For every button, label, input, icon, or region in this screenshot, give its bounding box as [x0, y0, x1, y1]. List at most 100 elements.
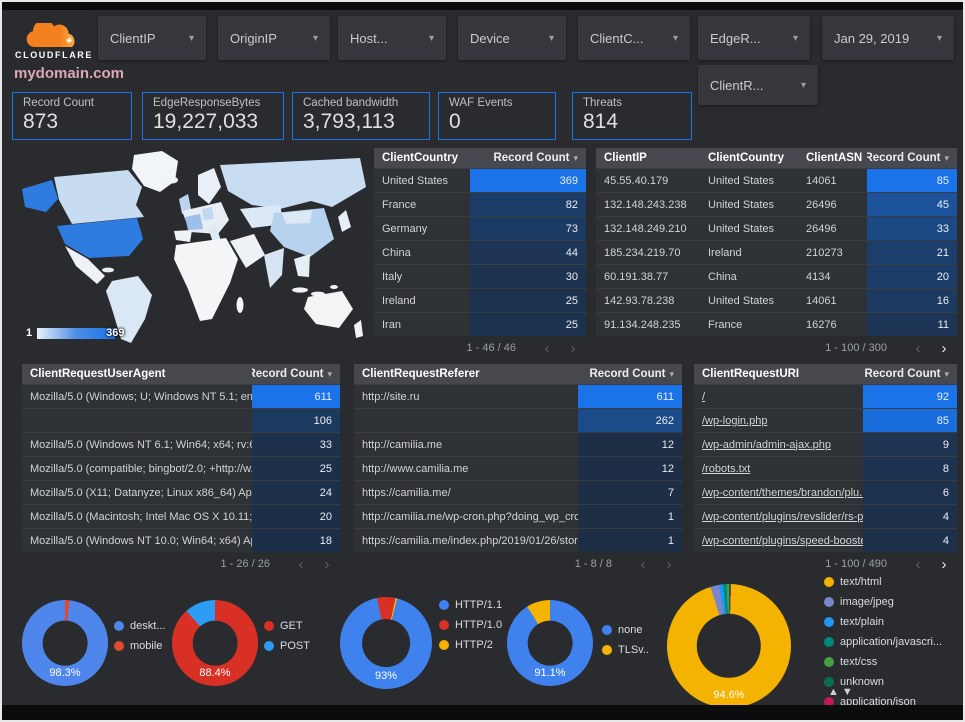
table-row[interactable]: http://www.camilia.me 12: [354, 456, 682, 480]
table-row[interactable]: Mozilla/5.0 (Windows; U; Windows NT 5.1;…: [22, 384, 340, 408]
column-header[interactable]: Record Count ▾: [867, 152, 949, 164]
page-next-button[interactable]: ›: [941, 339, 947, 357]
column-header[interactable]: Record Count ▾: [864, 368, 949, 380]
column-header[interactable]: Record Count ▾: [493, 152, 578, 164]
uri-link[interactable]: /wp-content/themes/brandon/plu...: [702, 486, 863, 499]
legend-item[interactable]: application/javascri...: [824, 636, 960, 649]
column-header[interactable]: ClientRequestUserAgent: [30, 368, 166, 380]
table-row[interactable]: /wp-admin/admin-ajax.php 9: [694, 432, 957, 456]
legend-page-down-icon[interactable]: ▼: [841, 686, 856, 698]
table-row[interactable]: /wp-content/themes/brandon/plu... 6: [694, 480, 957, 504]
table-row[interactable]: 132.148.249.210 United States 26496 33: [596, 216, 957, 240]
page-next-button[interactable]: ›: [324, 555, 330, 573]
filter-clientip[interactable]: ClientIP ▾: [98, 16, 206, 60]
table-row[interactable]: /robots.txt 8: [694, 456, 957, 480]
column-header[interactable]: Record Count ▾: [589, 368, 674, 380]
page-next-button[interactable]: ›: [666, 555, 672, 573]
table-row[interactable]: China 44: [374, 240, 586, 264]
table-row[interactable]: United States 369: [374, 168, 586, 192]
legend-item[interactable]: HTTP/1.1: [439, 599, 502, 612]
page-next-button[interactable]: ›: [570, 339, 576, 357]
legend-item[interactable]: text/html: [824, 576, 960, 589]
table-row[interactable]: Ireland 25: [374, 288, 586, 312]
table-row[interactable]: / 92: [694, 384, 957, 408]
filter-clientrequest[interactable]: ClientR... ▾: [698, 65, 818, 105]
table-row[interactable]: 185.234.219.70 Ireland 210273 21: [596, 240, 957, 264]
legend-item[interactable]: POST: [264, 640, 320, 653]
table-row[interactable]: 106: [22, 408, 340, 432]
http-protocol-donut[interactable]: 93%: [340, 597, 432, 689]
legend-color-dot: [114, 641, 124, 651]
legend-item[interactable]: text/css: [824, 656, 960, 669]
legend-label: unknown: [840, 676, 885, 688]
table-row[interactable]: Mozilla/5.0 (Macintosh; Intel Mac OS X 1…: [22, 504, 340, 528]
table-row[interactable]: /wp-content/plugins/speed-booste... 4: [694, 528, 957, 552]
legend-item[interactable]: HTTP/1.0: [439, 619, 502, 632]
uri-link[interactable]: /wp-content/plugins/speed-booste...: [702, 534, 863, 547]
filter-edgeresponse[interactable]: EdgeR... ▾: [698, 16, 810, 60]
table-row[interactable]: Mozilla/5.0 (X11; Datanyze; Linux x86_64…: [22, 480, 340, 504]
table-row[interactable]: Mozilla/5.0 (Windows NT 10.0; Win64; x64…: [22, 528, 340, 552]
column-header[interactable]: ClientCountry: [708, 152, 785, 164]
legend-item[interactable]: deskt...: [114, 620, 176, 633]
uri-link[interactable]: /robots.txt: [702, 462, 751, 475]
page-prev-button[interactable]: ‹: [915, 339, 921, 357]
legend-item[interactable]: unknown: [824, 676, 960, 689]
uri-link[interactable]: /wp-content/plugins/revslider/rs-p...: [702, 510, 863, 523]
page-prev-button[interactable]: ‹: [640, 555, 646, 573]
page-prev-button[interactable]: ‹: [915, 555, 921, 573]
table-row[interactable]: http://site.ru 611: [354, 384, 682, 408]
table-row[interactable]: 142.93.78.238 United States 14061 16: [596, 288, 957, 312]
table-row[interactable]: 91.134.248.235 France 16276 11: [596, 312, 957, 336]
date-range-picker[interactable]: Jan 29, 2019 ▾: [822, 16, 954, 60]
filter-originip[interactable]: OriginIP ▾: [218, 16, 330, 60]
table-row[interactable]: Mozilla/5.0 (compatible; bingbot/2.0; +h…: [22, 456, 340, 480]
uri-link[interactable]: /wp-admin/admin-ajax.php: [702, 438, 832, 451]
table-row[interactable]: /wp-content/plugins/revslider/rs-p... 4: [694, 504, 957, 528]
table-row[interactable]: http://camilia.me/wp-cron.php?doing_wp_c…: [354, 504, 682, 528]
column-header[interactable]: ClientRequestURI: [702, 368, 800, 380]
table-row[interactable]: https://camilia.me/7: [354, 480, 682, 504]
table-row[interactable]: https://camilia.me/index.php/2019/01/26/…: [354, 528, 682, 552]
table-row[interactable]: http://camilia.me 12: [354, 432, 682, 456]
filter-host[interactable]: Host... ▾: [338, 16, 446, 60]
record-count-cell: 25: [470, 289, 586, 312]
table-row[interactable]: Germany 73: [374, 216, 586, 240]
tls-version-donut[interactable]: 91.1%: [507, 600, 593, 686]
legend-page-up-icon[interactable]: ▲: [828, 686, 842, 698]
legend-pager[interactable]: ▲▼: [828, 686, 856, 698]
table-row[interactable]: 262: [354, 408, 682, 432]
page-prev-button[interactable]: ‹: [544, 339, 550, 357]
table-row[interactable]: France 82: [374, 192, 586, 216]
column-header[interactable]: ClientRequestReferer: [362, 368, 480, 380]
legend-item[interactable]: GET: [264, 620, 320, 633]
table-row[interactable]: 60.191.38.77 China 4134 20: [596, 264, 957, 288]
column-header[interactable]: Record Count ▾: [252, 368, 332, 380]
geo-map[interactable]: 1 369: [12, 147, 370, 347]
http-method-donut[interactable]: 88.4%: [172, 600, 258, 686]
legend-item[interactable]: mobile: [114, 640, 176, 653]
page-prev-button[interactable]: ‹: [298, 555, 304, 573]
page-next-button[interactable]: ›: [941, 555, 947, 573]
legend-item[interactable]: HTTP/2: [439, 639, 497, 652]
legend-item[interactable]: text/plain: [824, 616, 960, 629]
table-row[interactable]: Italy 30: [374, 264, 586, 288]
legend-item[interactable]: none: [602, 624, 664, 637]
table-row[interactable]: Iran 25: [374, 312, 586, 336]
device-type-donut[interactable]: 98.3%: [22, 600, 108, 686]
legend-item[interactable]: image/jpeg: [824, 596, 960, 609]
table-row[interactable]: 45.55.40.179 United States 14061 85: [596, 168, 957, 192]
uri-link[interactable]: /: [702, 390, 706, 403]
table-row[interactable]: Mozilla/5.0 (Windows NT 6.1; Win64; x64;…: [22, 432, 340, 456]
content-type-donut[interactable]: 94.6%: [667, 584, 791, 708]
uri-link[interactable]: /wp-login.php: [702, 414, 768, 427]
column-header[interactable]: ClientASN: [806, 152, 863, 164]
table-row[interactable]: 132.148.243.238 United States 26496 45: [596, 192, 957, 216]
filter-device[interactable]: Device ▾: [458, 16, 566, 60]
legend-item[interactable]: TLSv..: [602, 644, 664, 657]
filter-clientcountry[interactable]: ClientC... ▾: [578, 16, 690, 60]
column-header[interactable]: ClientIP: [604, 152, 647, 164]
column-header[interactable]: ClientCountry: [382, 152, 459, 164]
table-row[interactable]: /wp-login.php 85: [694, 408, 957, 432]
http-protocol-legend: HTTP/1.1 HTTP/1.0 HTTP/2: [439, 599, 502, 652]
